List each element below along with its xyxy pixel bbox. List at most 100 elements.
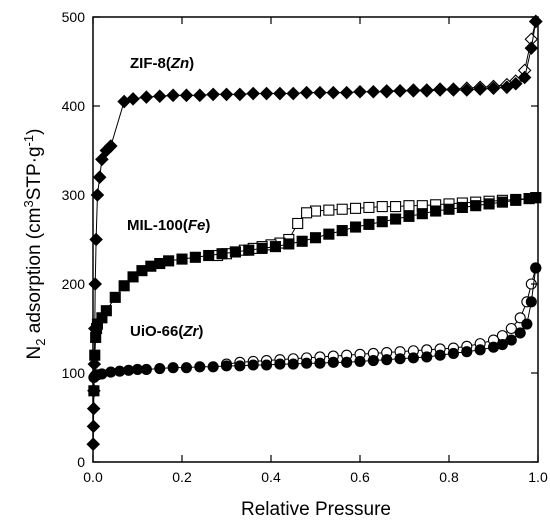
adsorption-point: [421, 351, 433, 363]
y-tick-label: 0: [77, 454, 85, 470]
adsorption-point: [163, 255, 175, 267]
adsorption-point: [446, 83, 461, 97]
adsorption-point: [247, 359, 259, 371]
adsorption-point: [390, 213, 402, 225]
adsorption-point: [514, 327, 526, 339]
adsorption-point: [104, 139, 118, 153]
adsorption-point: [473, 82, 487, 96]
series-label-uio66: UiO-66(Zr): [130, 323, 203, 340]
adsorption-point: [88, 385, 100, 397]
adsorption-point: [127, 271, 139, 283]
adsorption-point: [326, 85, 341, 100]
x-tick-label: 0.4: [261, 469, 281, 485]
series-label-mil100: MIL-100(Fe): [127, 217, 210, 234]
adsorption-point: [256, 242, 268, 254]
adsorption-point: [154, 362, 166, 375]
adsorption-point: [323, 228, 335, 240]
adsorption-point: [407, 352, 419, 364]
adsorption-point: [194, 361, 206, 373]
adsorption-point: [100, 305, 112, 317]
adsorption-point: [461, 346, 473, 358]
adsorption-point: [381, 354, 393, 366]
adsorption-point: [406, 84, 421, 98]
adsorption-point: [447, 347, 460, 359]
desorption-point: [292, 217, 304, 230]
series-1: [88, 192, 542, 397]
adsorption-point: [139, 90, 154, 104]
y-tick-label: 400: [62, 98, 86, 114]
adsorption-point: [486, 81, 501, 95]
y-axis-title: N2 adsorption (cm3STP·g-1): [21, 129, 48, 360]
adsorption-point: [496, 338, 508, 351]
adsorption-point: [530, 192, 542, 204]
adsorption-point: [301, 357, 313, 369]
adsorption-point: [89, 232, 103, 247]
adsorption-point: [166, 88, 180, 103]
adsorption-point: [309, 232, 322, 244]
x-axis-title: Relative Pressure: [241, 499, 391, 520]
adsorption-point: [510, 194, 522, 206]
adsorption-point: [180, 362, 192, 374]
adsorption-point: [367, 354, 379, 367]
adsorption-point: [393, 84, 407, 98]
adsorption-point: [260, 359, 273, 371]
adsorption-point: [394, 353, 406, 365]
adsorption-point: [92, 170, 107, 184]
x-tick-label: 0.2: [172, 469, 192, 485]
adsorption-point: [521, 318, 533, 330]
plot-area: [86, 14, 543, 451]
adsorption-point: [167, 362, 179, 374]
plot-frame: [92, 16, 539, 463]
adsorption-point: [234, 360, 246, 372]
adsorption-point: [349, 221, 362, 233]
adsorption-point: [140, 363, 152, 375]
adsorption-point: [517, 70, 532, 85]
adsorption-point: [366, 84, 381, 99]
adsorption-point: [341, 356, 353, 368]
x-tick-label: 1.0: [528, 469, 548, 485]
adsorption-point: [286, 86, 301, 101]
desorption-point: [323, 204, 335, 216]
adsorption-point: [470, 200, 482, 212]
x-tick-label: 0.0: [83, 469, 103, 485]
adsorption-point: [505, 334, 517, 346]
adsorption-point: [89, 349, 101, 361]
adsorption-point: [95, 152, 109, 167]
desorption-point: [376, 201, 388, 213]
adsorption-point: [274, 358, 286, 370]
desorption-point: [390, 201, 402, 213]
adsorption-point: [126, 92, 140, 106]
adsorption-point: [313, 85, 327, 100]
adsorption-point: [508, 76, 523, 91]
adsorption-point: [474, 344, 486, 356]
adsorption-point: [528, 14, 543, 29]
adsorption-point: [206, 87, 220, 102]
adsorption-point: [416, 208, 428, 220]
adsorption-point: [483, 198, 495, 210]
adsorption-point: [339, 85, 354, 100]
adsorption-point: [229, 246, 241, 258]
adsorption-point: [216, 248, 228, 260]
adsorption-point: [233, 87, 247, 102]
desorption-point: [505, 322, 517, 335]
adsorption-point: [456, 201, 468, 214]
adsorption-point: [259, 86, 274, 101]
adsorption-point: [363, 218, 375, 230]
y-tick-label: 300: [62, 187, 86, 203]
desorption-point: [363, 201, 375, 214]
adsorption-point: [299, 85, 314, 100]
adsorption-point: [109, 291, 121, 303]
desorption-point: [514, 312, 526, 324]
adsorption-point: [246, 86, 260, 101]
adsorption-point: [220, 360, 233, 372]
adsorption-point: [314, 357, 326, 369]
adsorption-point: [273, 86, 287, 101]
adsorption-point: [207, 361, 219, 373]
adsorption-point: [443, 203, 455, 215]
adsorption-point: [419, 84, 434, 98]
x-tick-label: 0.8: [439, 469, 459, 485]
adsorption-point: [434, 349, 446, 361]
x-tick-label: 0.6: [350, 469, 370, 485]
adsorption-point: [287, 358, 299, 370]
